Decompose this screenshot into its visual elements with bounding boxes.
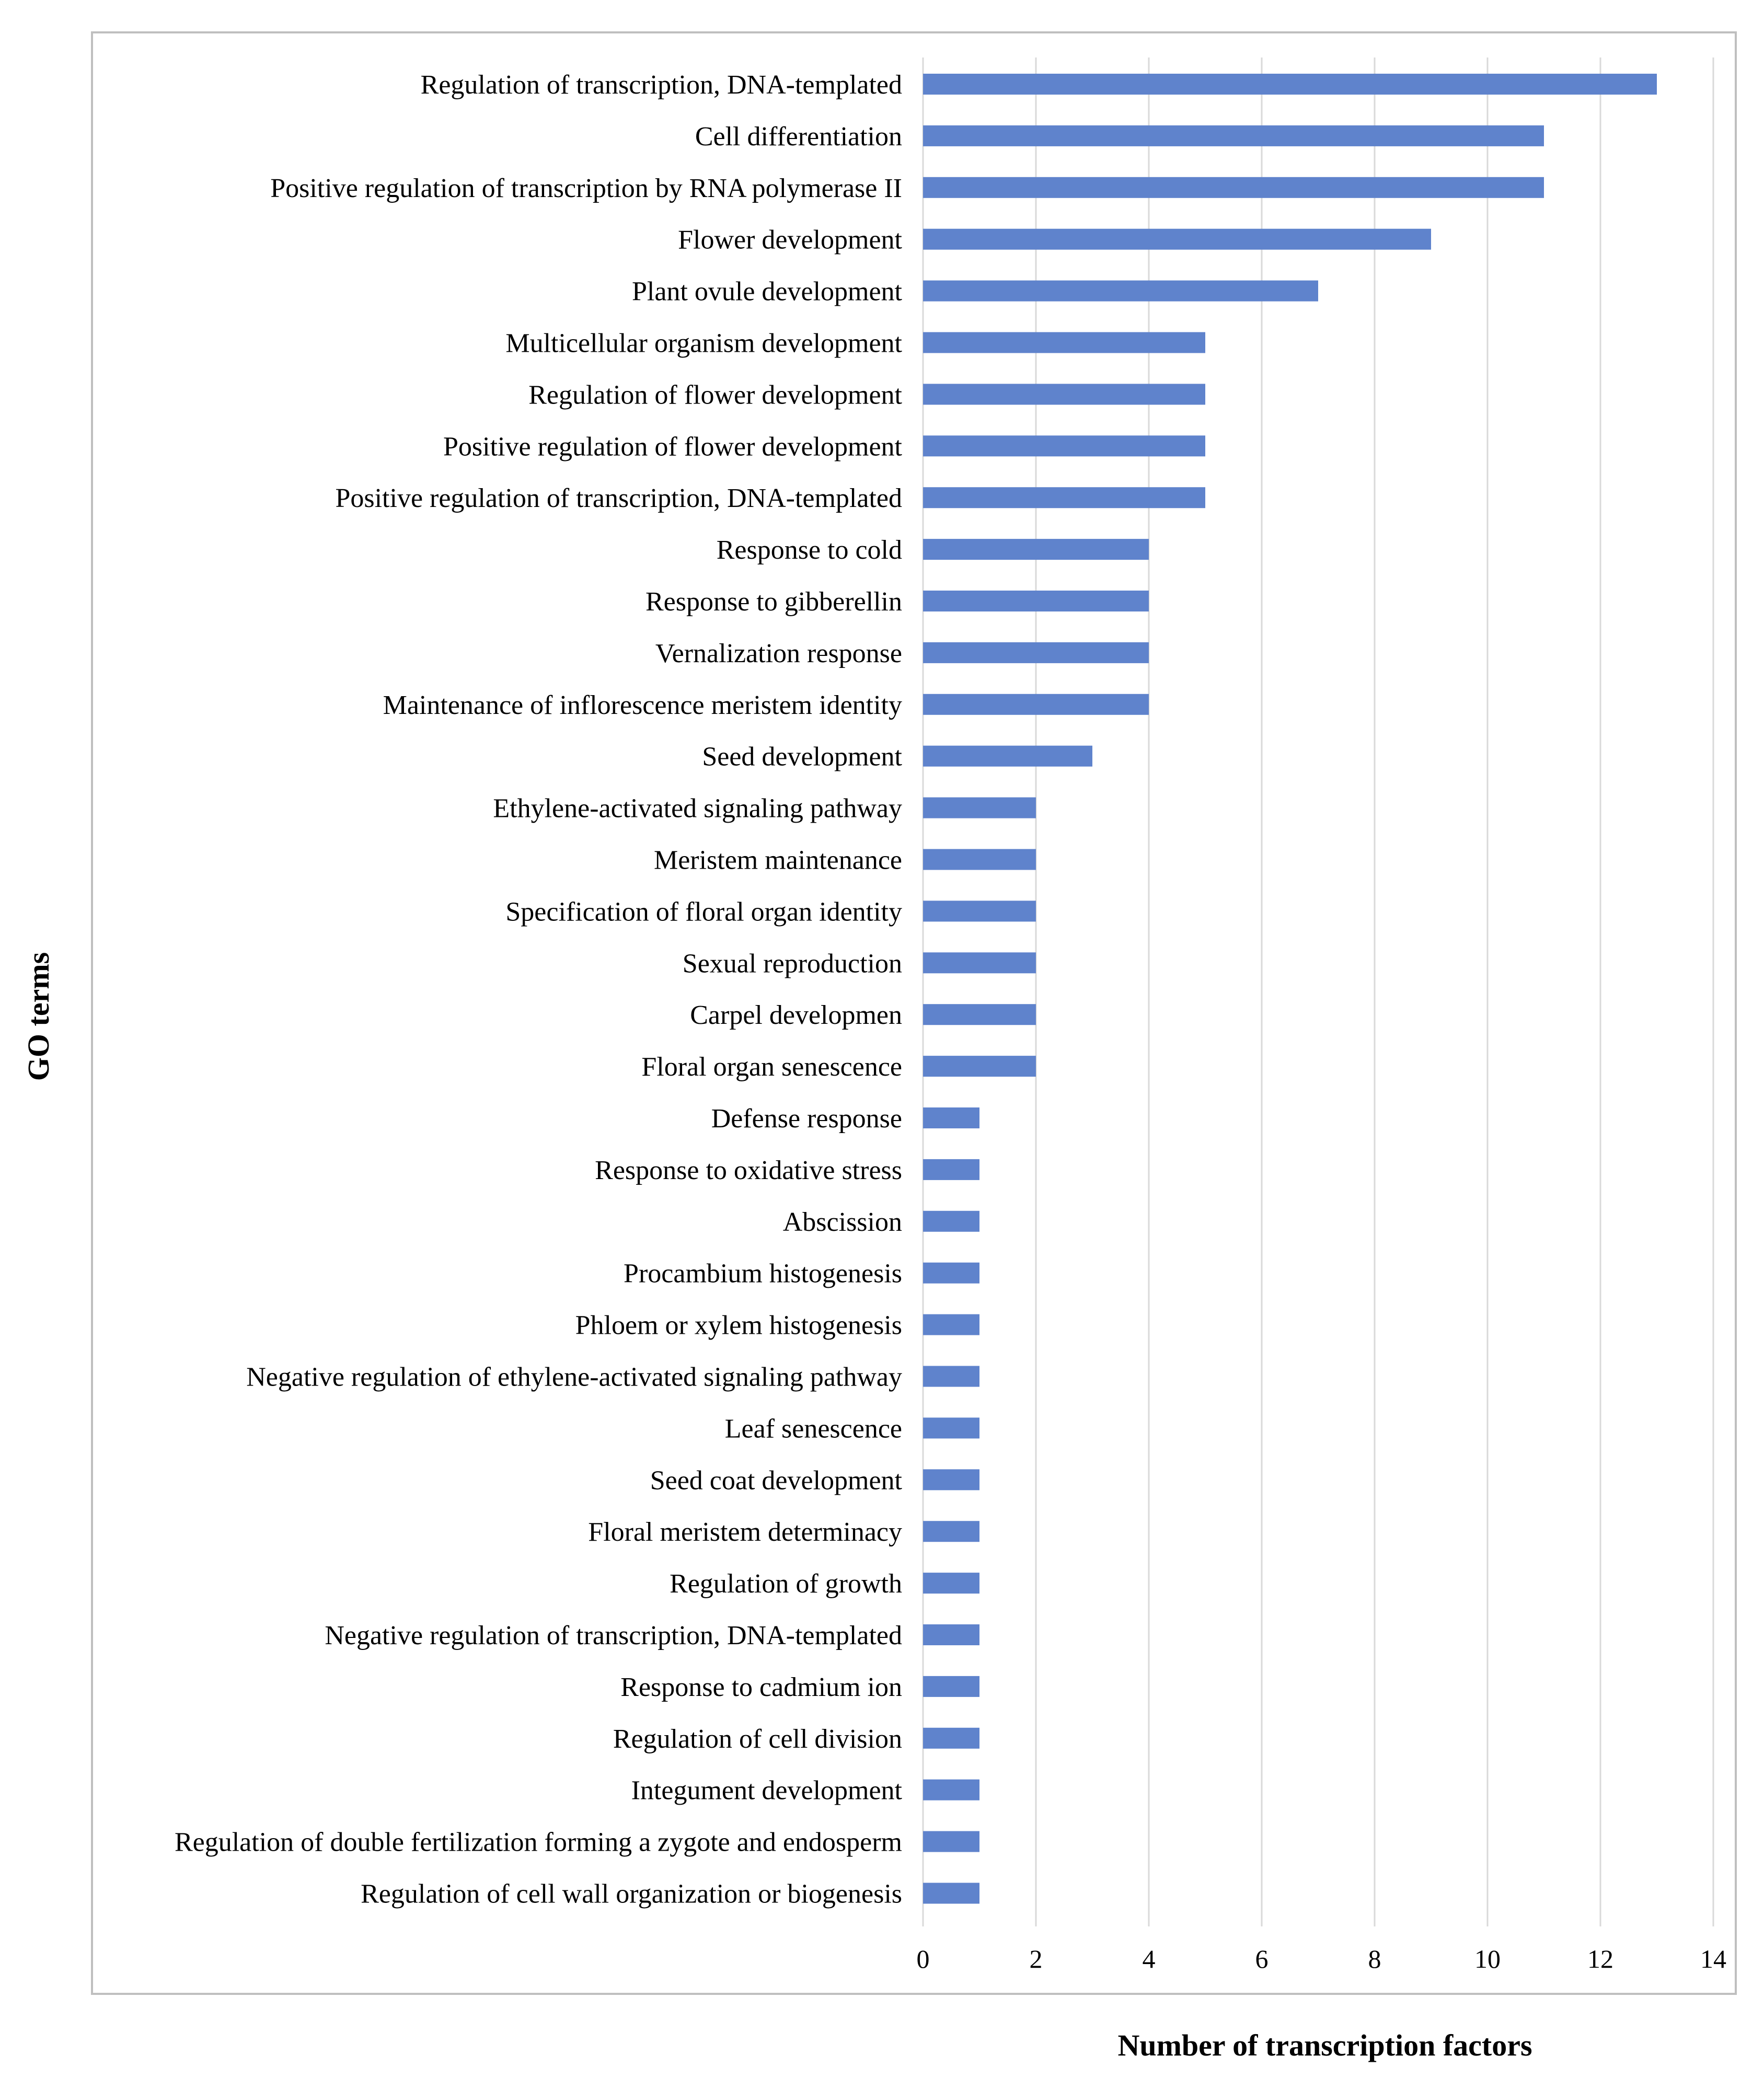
category-label: Positive regulation of transcription by …	[270, 174, 902, 203]
bar	[923, 849, 1036, 870]
bar	[923, 1314, 979, 1335]
category-label: Seed development	[702, 742, 902, 772]
category-labels: Regulation of transcription, DNA-templat…	[175, 70, 903, 1909]
category-label: Positive regulation of transcription, DN…	[335, 483, 902, 513]
category-label: Regulation of double fertilization formi…	[175, 1828, 902, 1857]
category-label: Floral meristem determinacy	[588, 1517, 902, 1547]
x-axis-title: Number of transcription factors	[1117, 2028, 1532, 2062]
category-label: Regulation of flower development	[528, 380, 902, 410]
category-label: Sexual reproduction	[683, 949, 902, 978]
category-label: Response to cold	[717, 535, 902, 565]
bar	[923, 1262, 979, 1284]
category-label: Response to cadmium ion	[620, 1672, 902, 1702]
bar	[923, 539, 1149, 560]
bar	[923, 952, 1036, 974]
category-label: Regulation of transcription, DNA-templat…	[421, 70, 902, 100]
x-tick-label: 4	[1143, 1944, 1156, 1973]
x-tick-label: 14	[1700, 1944, 1726, 1973]
x-tick-label: 10	[1474, 1944, 1501, 1973]
category-label: Integument development	[631, 1776, 903, 1806]
category-label: Floral organ senescence	[641, 1052, 902, 1082]
bar	[923, 1107, 979, 1128]
bar	[923, 228, 1431, 250]
category-label: Negative regulation of ethylene-activate…	[246, 1363, 902, 1392]
category-label: Defense response	[711, 1104, 902, 1134]
category-label: Vernalization response	[655, 639, 902, 668]
category-label: Regulation of cell wall organization or …	[361, 1879, 902, 1909]
bar	[923, 74, 1657, 95]
bar	[923, 435, 1205, 457]
y-axis-title: GO terms	[21, 952, 55, 1081]
bar	[923, 487, 1205, 509]
bars	[923, 74, 1657, 1904]
bar	[923, 1159, 979, 1180]
bar	[923, 125, 1544, 146]
category-label: Procambium histogenesis	[624, 1259, 902, 1289]
bar	[923, 901, 1036, 922]
bar	[923, 280, 1318, 302]
bar	[923, 591, 1149, 611]
category-label: Response to gibberellin	[645, 587, 902, 617]
category-label: Regulation of growth	[670, 1569, 902, 1599]
category-label: Regulation of cell division	[613, 1724, 902, 1754]
bar	[923, 642, 1149, 663]
bar	[923, 1727, 979, 1749]
category-label: Specification of floral organ identity	[505, 897, 902, 927]
category-label: Meristem maintenance	[654, 846, 902, 875]
bar	[923, 1210, 979, 1232]
bar	[923, 332, 1205, 353]
bar	[923, 1521, 979, 1542]
category-label: Negative regulation of transcription, DN…	[325, 1621, 902, 1650]
category-label: Carpel developmen	[690, 1000, 902, 1030]
category-label: Leaf senescence	[725, 1414, 902, 1444]
bar	[923, 1004, 1036, 1025]
bar	[923, 1417, 979, 1439]
x-tick-label: 0	[917, 1944, 930, 1973]
category-label: Positive regulation of flower developmen…	[443, 432, 903, 461]
bar	[923, 1573, 979, 1594]
bar	[923, 1831, 979, 1852]
category-label: Multicellular organism development	[505, 329, 902, 359]
bar	[923, 1883, 979, 1904]
bar	[923, 1624, 979, 1645]
category-label: Cell differentiation	[695, 122, 902, 152]
bar	[923, 1056, 1036, 1077]
x-tick-label: 2	[1030, 1944, 1043, 1973]
category-label: Response to oxidative stress	[595, 1156, 902, 1185]
category-label: Phloem or xylem histogenesis	[575, 1311, 902, 1341]
bar	[923, 384, 1205, 405]
category-label: Flower development	[678, 225, 902, 255]
x-tick-label: 12	[1587, 1944, 1613, 1973]
bar	[923, 177, 1544, 198]
category-label: Seed coat development	[650, 1465, 903, 1495]
x-tick-label: 6	[1255, 1944, 1269, 1973]
bar	[923, 797, 1036, 818]
chart-frame	[91, 31, 1737, 1995]
category-label: Abscission	[783, 1207, 902, 1237]
bar	[923, 1779, 979, 1800]
x-tick-label: 8	[1368, 1944, 1381, 1973]
bar	[923, 694, 1149, 715]
category-label: Ethylene-activated signaling pathway	[493, 794, 902, 824]
category-label: Maintenance of inflorescence meristem id…	[383, 690, 902, 720]
category-label: Plant ovule development	[632, 277, 903, 307]
bar	[923, 745, 1092, 767]
x-tick-labels: 0 2 4 6 8 10 12 14	[917, 1944, 1727, 1973]
bar	[923, 1676, 979, 1697]
bar	[923, 1469, 979, 1491]
gridlines	[922, 57, 1714, 1926]
bar	[923, 1366, 979, 1387]
